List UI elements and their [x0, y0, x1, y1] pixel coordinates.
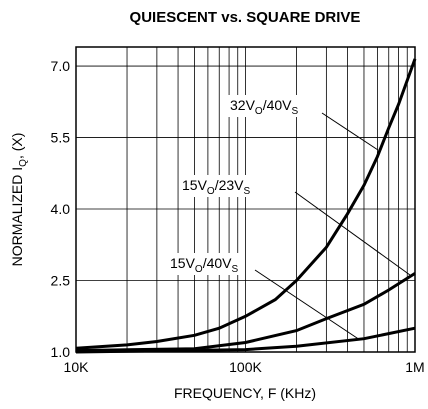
y-tick-label: 1.0: [51, 344, 71, 360]
x-tick-label: 10K: [64, 359, 90, 375]
leader-line: [321, 112, 379, 151]
subscript: O: [195, 264, 203, 275]
subscript: Q: [18, 159, 29, 167]
y-axis-label: NORMALIZED IQ, (X): [9, 133, 29, 267]
text-part: /23V: [215, 177, 244, 193]
text-part: 15V: [182, 177, 208, 193]
text-part: /40V: [203, 255, 232, 271]
line-series: [75, 58, 417, 350]
chart-title: QUIESCENT vs. SQUARE DRIVE: [130, 9, 361, 26]
x-tick-label: 1M: [405, 359, 424, 375]
text-part: , (X): [9, 133, 25, 159]
y-tick-label: 4.0: [51, 201, 71, 217]
x-axis-label: FREQUENCY, F (KHz): [174, 385, 316, 401]
line-series: [75, 272, 416, 353]
plot-frame: [75, 46, 416, 353]
series-label: 15VO/40VS: [170, 255, 239, 275]
x-tick-label: 100K: [229, 359, 262, 375]
series-label: 32VO/40VS: [230, 97, 299, 117]
label-bg: [168, 253, 241, 275]
y-tick-label: 5.5: [51, 130, 71, 146]
text-part: /40V: [263, 97, 292, 113]
subscript: S: [232, 264, 239, 275]
leader-line: [294, 191, 411, 276]
subscript: S: [244, 186, 251, 197]
y-tick-label: 7.0: [51, 58, 71, 74]
subscript: O: [207, 186, 215, 197]
label-bg: [228, 95, 301, 117]
text-part: NORMALIZED I: [9, 167, 25, 267]
subscript: O: [255, 106, 263, 117]
text-part: 32V: [230, 97, 256, 113]
subscript: S: [292, 106, 299, 117]
series-label: 15VO/23VS: [182, 177, 251, 197]
leader-line: [254, 269, 361, 341]
line-series: [75, 326, 416, 354]
label-bg: [180, 175, 253, 197]
y-tick-label: 2.5: [51, 273, 71, 289]
text-part: 15V: [170, 255, 196, 271]
